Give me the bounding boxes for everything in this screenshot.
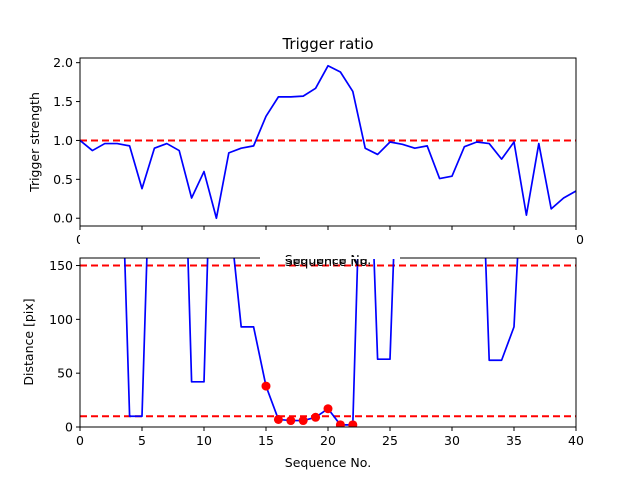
x-tick-label: 35 <box>506 433 522 448</box>
y-tick-label: 0.5 <box>53 172 73 187</box>
y-tick-label: 100 <box>49 312 73 327</box>
x-tick-label: 40 <box>568 433 584 448</box>
x-tick-label: 10 <box>196 433 212 448</box>
series-line-0 <box>80 64 576 220</box>
x-axis-label: Sequence No. <box>285 455 371 470</box>
data-point <box>286 416 296 426</box>
x-axis-label: Sequence No. <box>285 252 371 267</box>
y-tick-label: 0 <box>65 420 73 435</box>
y-tick-label: 150 <box>49 258 73 273</box>
y-tick-label: 50 <box>57 366 73 381</box>
data-point <box>348 420 358 427</box>
y-axis-label: Trigger strength <box>27 92 42 193</box>
y-tick-label: 1.5 <box>53 94 73 109</box>
x-tick-label: 0 <box>76 433 84 448</box>
x-tick-label: 5 <box>138 433 146 448</box>
x-tick-label: 25 <box>382 433 398 448</box>
subplot-gap <box>80 231 577 255</box>
x-tick-label: 30 <box>444 433 460 448</box>
top-x-axis-label: Sequence No. <box>285 254 371 269</box>
x-tick-label: 20 <box>320 433 336 448</box>
y-tick-label: 1.0 <box>53 133 73 148</box>
axis-label-mask <box>260 257 400 259</box>
data-layer <box>80 64 576 220</box>
data-point <box>298 416 308 426</box>
chart-title: Trigger ratio <box>281 35 373 53</box>
x-tick-label: 15 <box>258 433 274 448</box>
data-point <box>323 404 333 414</box>
data-point <box>273 414 283 424</box>
y-tick-label: 0.0 <box>53 211 73 226</box>
y-tick-label: 2.0 <box>53 55 73 70</box>
data-layer <box>80 258 576 427</box>
data-point <box>311 412 321 422</box>
plot-area: 0 5 10 15 20 25 30 35 40 0 50 100 150 <box>49 257 584 448</box>
data-point <box>335 420 345 427</box>
data-point <box>261 381 271 391</box>
distance-subplot: 0 5 10 15 20 25 30 35 40 0 50 100 150 Sequence No. D… <box>21 257 584 470</box>
y-axis-label: Distance [pix] <box>21 298 36 385</box>
